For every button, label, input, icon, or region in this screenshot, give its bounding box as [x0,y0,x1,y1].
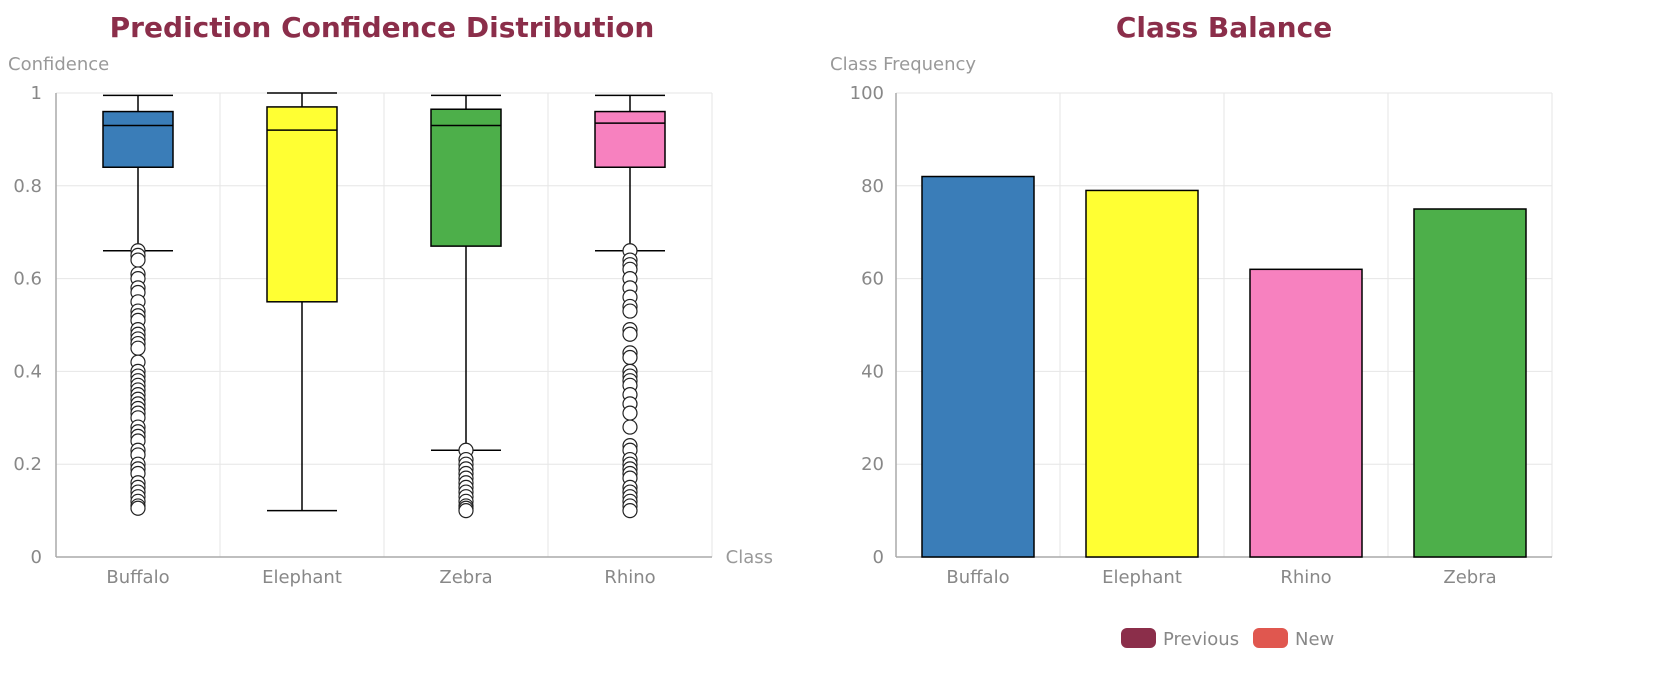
box-buffalo [102,94,174,516]
y-tick-label: 0.2 [13,454,42,475]
outlier-point [622,349,638,366]
bar-zebra [1413,208,1527,558]
box-iqr [102,110,174,168]
y-tick-label: 1 [31,83,42,104]
bar-buffalo [921,175,1035,558]
x-tick-label: Elephant [262,567,342,588]
x-tick-label: Zebra [439,567,492,588]
outlier-point [458,503,474,519]
box-rhino [594,94,666,519]
y-tick-label: 0.4 [13,361,42,382]
y-tick-label: 20 [861,454,884,475]
x-tick-label: Zebra [1443,567,1496,588]
legend: Previous New [1121,628,1334,650]
box-zebra [430,94,502,519]
x-tick-label: Rhino [604,567,655,588]
x-tick-label: Elephant [1102,567,1182,588]
x-axis-label: Class [726,547,773,568]
outlier-point [130,252,146,268]
box-iqr [594,110,666,168]
outlier-point [622,405,638,421]
y-tick-label: 0.6 [13,269,42,290]
y-tick-label: 0.8 [13,176,42,197]
legend-label-previous: Previous [1163,629,1239,650]
y-tick-label: 0 [31,547,42,568]
x-tick-label: Buffalo [106,567,169,588]
y-tick-label: 60 [861,269,884,290]
box-elephant [266,92,338,512]
y-tick-label: 100 [850,83,884,104]
x-tick-label: Rhino [1280,567,1331,588]
box-iqr [266,106,338,303]
y-tick-label: 0 [873,547,884,568]
outlier-point [622,503,638,519]
x-tick-label: Buffalo [946,567,1009,588]
y-axis-label: Confidence [8,54,109,75]
outlier-point [622,419,638,435]
chart-title: Class Balance [1116,11,1332,44]
outlier-point [622,326,638,342]
legend-swatch-new [1253,628,1288,648]
outlier-point [130,500,146,516]
outlier-point [622,303,638,319]
y-tick-label: 80 [861,176,884,197]
legend-swatch-previous [1121,628,1156,648]
y-axis-label: Class Frequency [830,54,976,75]
bar-elephant [1085,189,1199,558]
chart-title: Prediction Confidence Distribution [110,11,655,44]
bar-rhino [1249,268,1363,558]
outlier-point [130,340,146,356]
box-iqr [430,108,502,247]
legend-label-new: New [1295,629,1334,650]
y-tick-label: 40 [861,361,884,382]
